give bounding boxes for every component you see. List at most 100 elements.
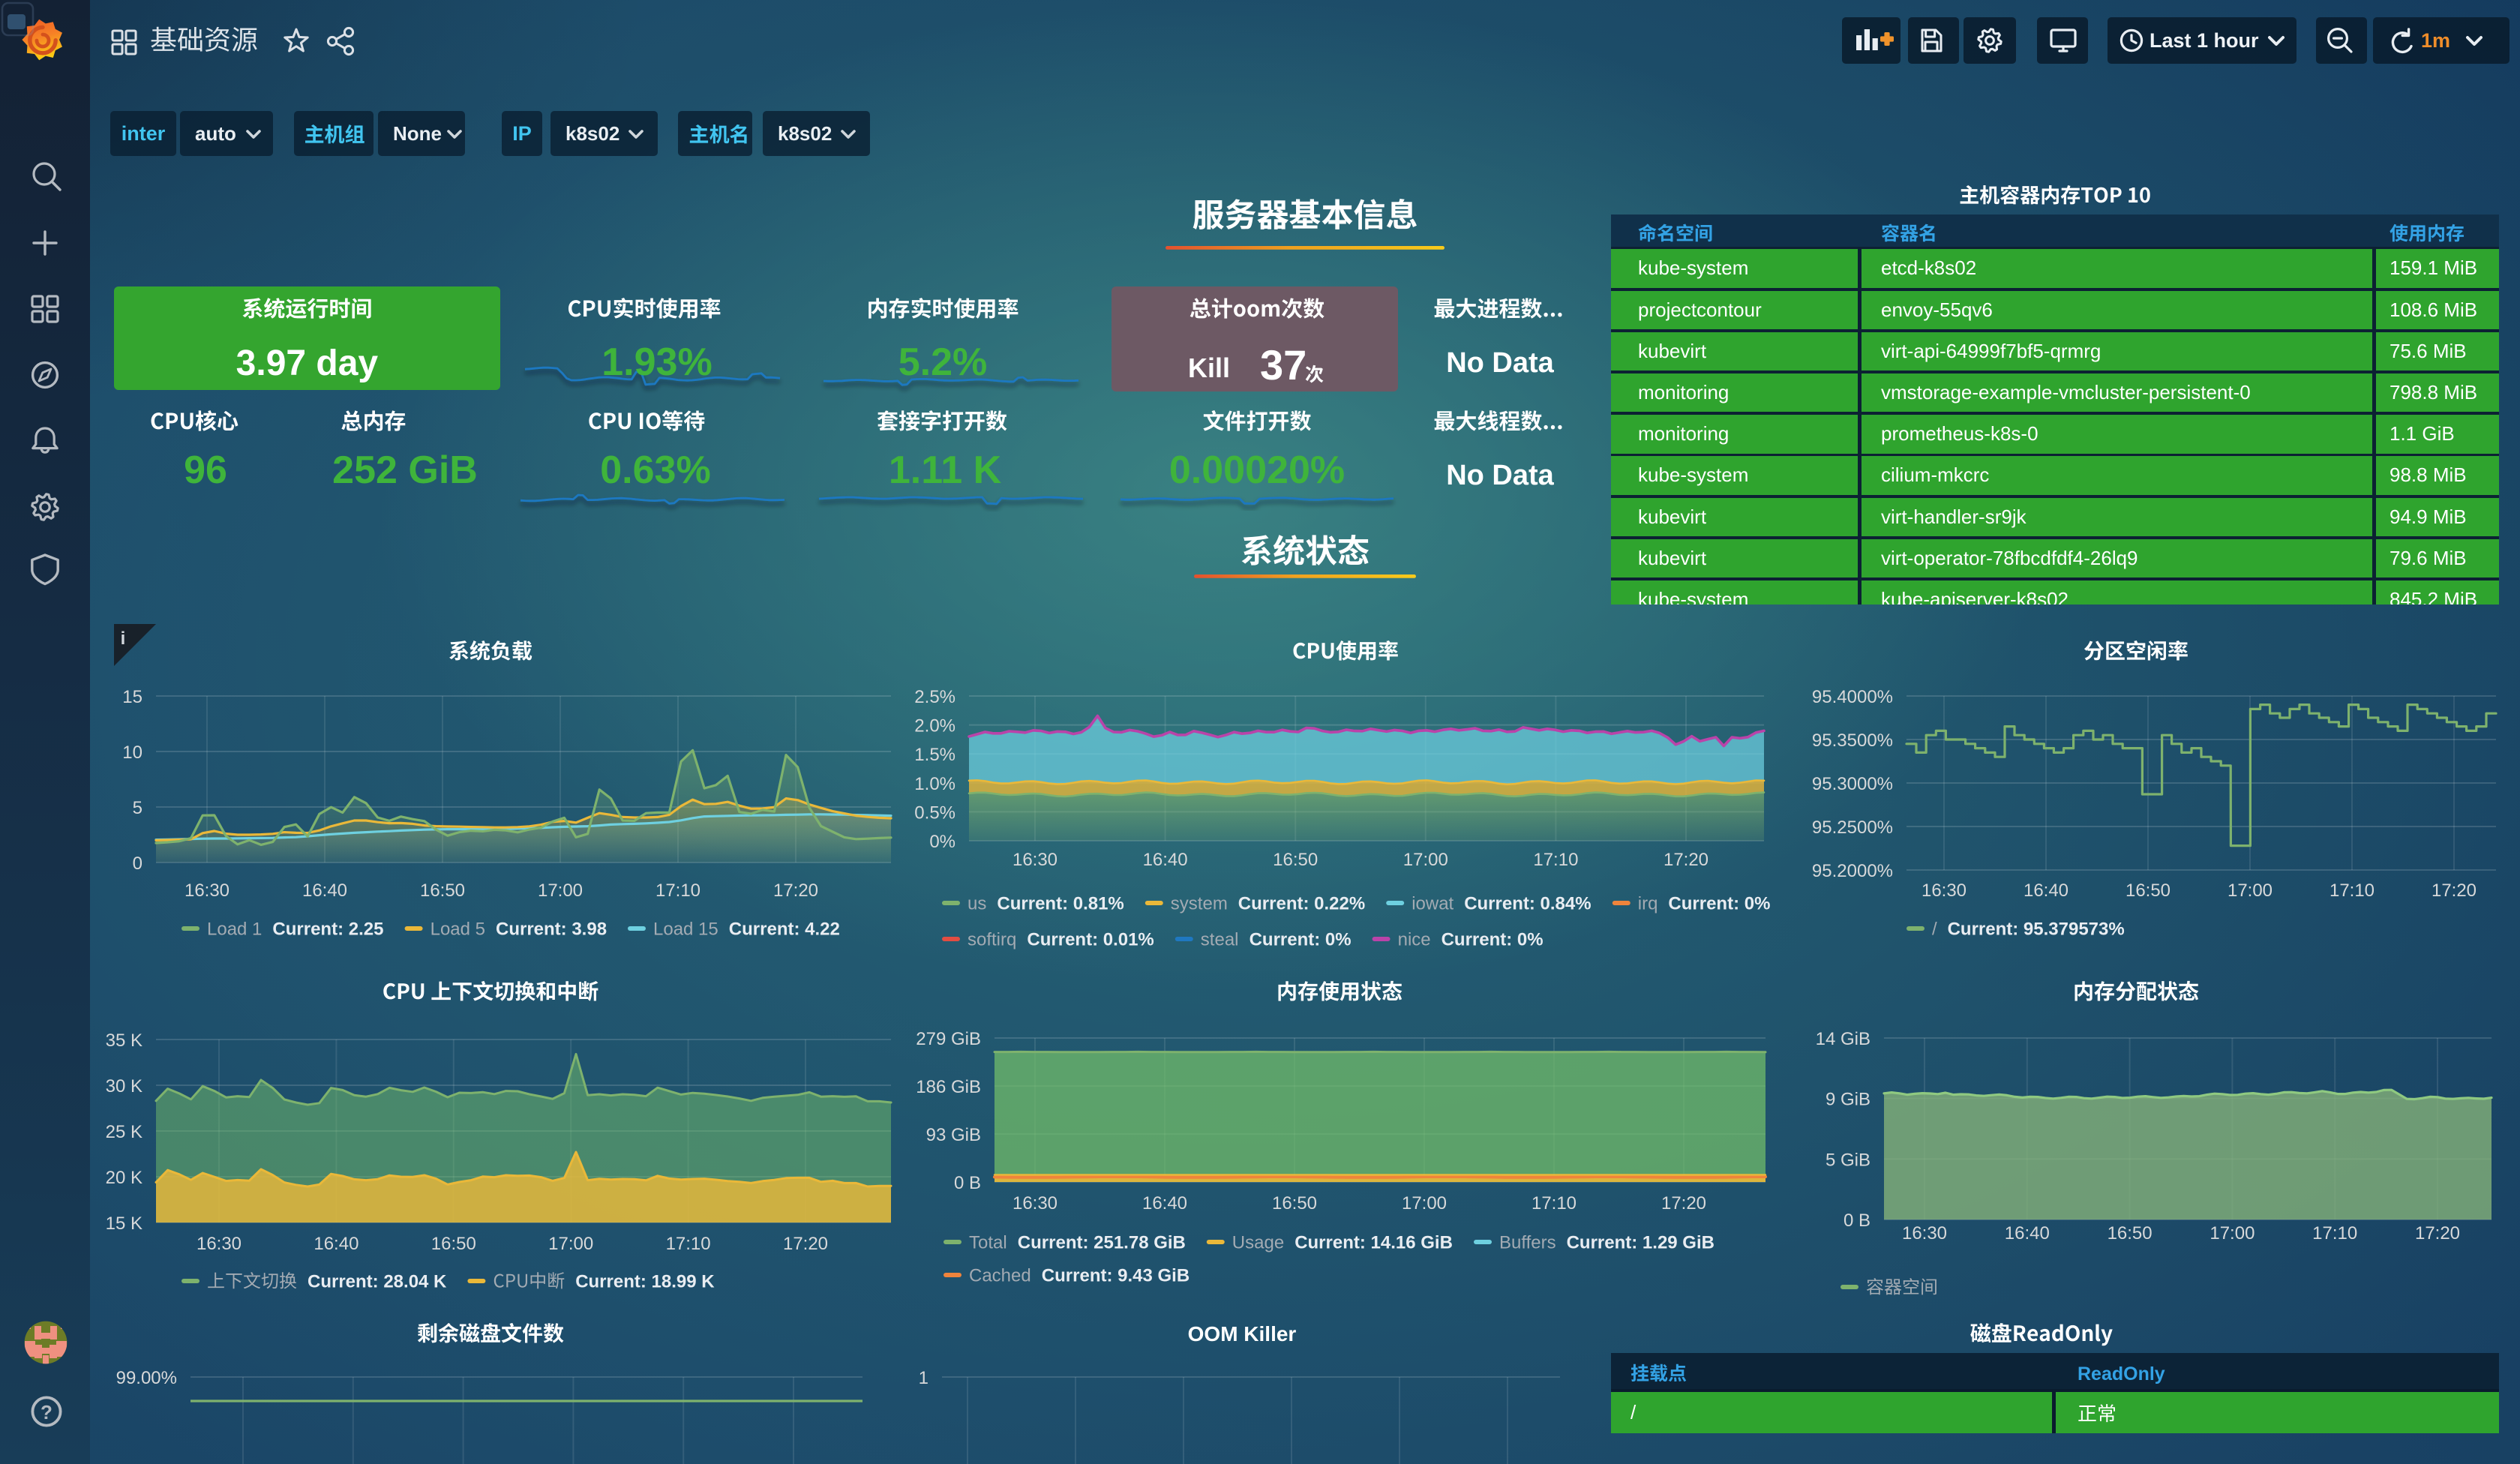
- svg-text:95.3000%: 95.3000%: [1812, 774, 1893, 794]
- svg-text:iowat: iowat: [1412, 893, 1454, 914]
- svg-text:252 GiB: 252 GiB: [332, 448, 478, 492]
- svg-text:17:20: 17:20: [773, 880, 818, 901]
- svg-text:16:40: 16:40: [2024, 880, 2068, 901]
- svg-text:Current: 0%: Current: 0%: [1250, 929, 1352, 950]
- svg-text:15: 15: [122, 687, 142, 707]
- svg-text:17:20: 17:20: [1661, 1193, 1706, 1214]
- svg-text:Load 1: Load 1: [207, 919, 262, 939]
- svg-text:?: ?: [40, 1401, 52, 1424]
- svg-text:Current: 0.22%: Current: 0.22%: [1238, 893, 1365, 914]
- svg-text:35 K: 35 K: [106, 1030, 142, 1051]
- svg-text:95.2000%: 95.2000%: [1812, 861, 1893, 881]
- svg-text:Current: 0%: Current: 0%: [1668, 893, 1770, 914]
- svg-text:16:30: 16:30: [1922, 880, 1966, 901]
- svg-text:16:40: 16:40: [1142, 1193, 1187, 1214]
- svg-text:irq: irq: [1638, 893, 1658, 914]
- svg-text:0.63%: 0.63%: [600, 448, 710, 492]
- svg-text:16:40: 16:40: [1143, 850, 1188, 870]
- svg-text:Total: Total: [969, 1232, 1007, 1252]
- svg-text:1: 1: [919, 1368, 928, 1388]
- svg-text:95.3500%: 95.3500%: [1812, 730, 1893, 751]
- svg-text:17:10: 17:10: [656, 880, 700, 901]
- svg-text:1m: 1m: [2421, 29, 2450, 52]
- svg-text:16:30: 16:30: [1012, 850, 1058, 870]
- svg-text:20 K: 20 K: [106, 1168, 142, 1188]
- svg-text:96: 96: [184, 448, 227, 492]
- svg-text:93 GiB: 93 GiB: [926, 1125, 981, 1145]
- svg-text:nice: nice: [1398, 929, 1431, 950]
- svg-text:9 GiB: 9 GiB: [1826, 1090, 1870, 1110]
- svg-text:16:50: 16:50: [420, 880, 465, 901]
- svg-text:16:30: 16:30: [1012, 1193, 1058, 1214]
- svg-text:/: /: [1932, 919, 1937, 939]
- svg-text:1.5%: 1.5%: [914, 745, 956, 765]
- svg-text:17:00: 17:00: [2210, 1223, 2254, 1244]
- svg-text:186 GiB: 186 GiB: [916, 1077, 981, 1097]
- svg-text:0: 0: [133, 854, 142, 874]
- svg-text:Current: 251.78 GiB: Current: 251.78 GiB: [1018, 1232, 1186, 1252]
- svg-text:17:10: 17:10: [666, 1234, 711, 1254]
- svg-text:17:00: 17:00: [1403, 850, 1448, 870]
- svg-text:16:30: 16:30: [1902, 1223, 1947, 1244]
- svg-text:5 GiB: 5 GiB: [1826, 1150, 1870, 1170]
- svg-text:Cached: Cached: [969, 1265, 1031, 1286]
- svg-text:15 K: 15 K: [106, 1214, 142, 1234]
- svg-text:95.4000%: 95.4000%: [1812, 687, 1893, 707]
- svg-text:5: 5: [133, 798, 142, 818]
- svg-text:Current: 4.22: Current: 4.22: [729, 919, 840, 939]
- svg-text:17:20: 17:20: [2415, 1223, 2460, 1244]
- svg-text:Current: 0.81%: Current: 0.81%: [997, 893, 1124, 914]
- svg-text:Current: 18.99 K: Current: 18.99 K: [575, 1271, 715, 1292]
- svg-text:16:50: 16:50: [431, 1234, 476, 1254]
- svg-text:16:40: 16:40: [314, 1234, 358, 1254]
- svg-text:No Data: No Data: [1446, 347, 1554, 379]
- svg-text:Kill: Kill: [1188, 352, 1230, 383]
- svg-text:steal: steal: [1201, 929, 1239, 950]
- svg-text:system: system: [1171, 893, 1228, 914]
- svg-text:Current: 3.98: Current: 3.98: [496, 919, 607, 939]
- svg-text:1.11 K: 1.11 K: [889, 448, 1002, 492]
- svg-text:17:00: 17:00: [538, 880, 583, 901]
- svg-text:i: i: [121, 628, 126, 649]
- svg-text:Current: 14.16 GiB: Current: 14.16 GiB: [1294, 1232, 1453, 1252]
- svg-text:17:00: 17:00: [548, 1234, 593, 1254]
- svg-text:10: 10: [122, 742, 142, 763]
- svg-text:3.97 day: 3.97 day: [236, 344, 379, 383]
- svg-text:Load 5: Load 5: [430, 919, 485, 939]
- svg-text:17:20: 17:20: [1664, 850, 1708, 870]
- svg-text:17:10: 17:10: [1533, 850, 1578, 870]
- svg-text:Current: 9.43 GiB: Current: 9.43 GiB: [1042, 1265, 1190, 1286]
- svg-text:2.0%: 2.0%: [914, 716, 956, 736]
- svg-text:17:00: 17:00: [1402, 1193, 1447, 1214]
- svg-text:99.00%: 99.00%: [116, 1368, 177, 1388]
- svg-text:0.5%: 0.5%: [914, 802, 956, 823]
- svg-text:16:50: 16:50: [1273, 850, 1318, 870]
- svg-text:17:20: 17:20: [2432, 880, 2476, 901]
- svg-text:25 K: 25 K: [106, 1122, 142, 1142]
- svg-text:ReadOnly: ReadOnly: [2078, 1364, 2165, 1384]
- svg-text:37: 37: [1260, 341, 1306, 388]
- svg-text:Usage: Usage: [1232, 1232, 1284, 1252]
- svg-text:16:40: 16:40: [2005, 1223, 2050, 1244]
- svg-text:Current: 28.04 K: Current: 28.04 K: [308, 1271, 447, 1292]
- svg-text:Buffers: Buffers: [1499, 1232, 1556, 1252]
- svg-text:Current: 95.379573%: Current: 95.379573%: [1948, 919, 2125, 939]
- svg-text:16:30: 16:30: [196, 1234, 242, 1254]
- svg-text:0 B: 0 B: [954, 1173, 981, 1193]
- svg-text:us: us: [968, 893, 986, 914]
- svg-text:1.0%: 1.0%: [914, 774, 956, 794]
- svg-text:16:50: 16:50: [2126, 880, 2170, 901]
- svg-text:OOM Killer: OOM Killer: [1188, 1322, 1297, 1346]
- svg-text:Current: 0.84%: Current: 0.84%: [1464, 893, 1591, 914]
- svg-text:17:10: 17:10: [2330, 880, 2374, 901]
- svg-text:Load 15: Load 15: [653, 919, 718, 939]
- svg-text:279 GiB: 279 GiB: [916, 1029, 981, 1049]
- svg-text:Last 1 hour: Last 1 hour: [2150, 29, 2259, 52]
- svg-text:5.2%: 5.2%: [898, 340, 988, 384]
- svg-text:17:10: 17:10: [1532, 1193, 1576, 1214]
- svg-text:1.93%: 1.93%: [602, 340, 712, 384]
- svg-text:0%: 0%: [929, 832, 956, 852]
- svg-text:16:30: 16:30: [184, 880, 230, 901]
- svg-text:16:50: 16:50: [1272, 1193, 1317, 1214]
- svg-text:16:40: 16:40: [302, 880, 347, 901]
